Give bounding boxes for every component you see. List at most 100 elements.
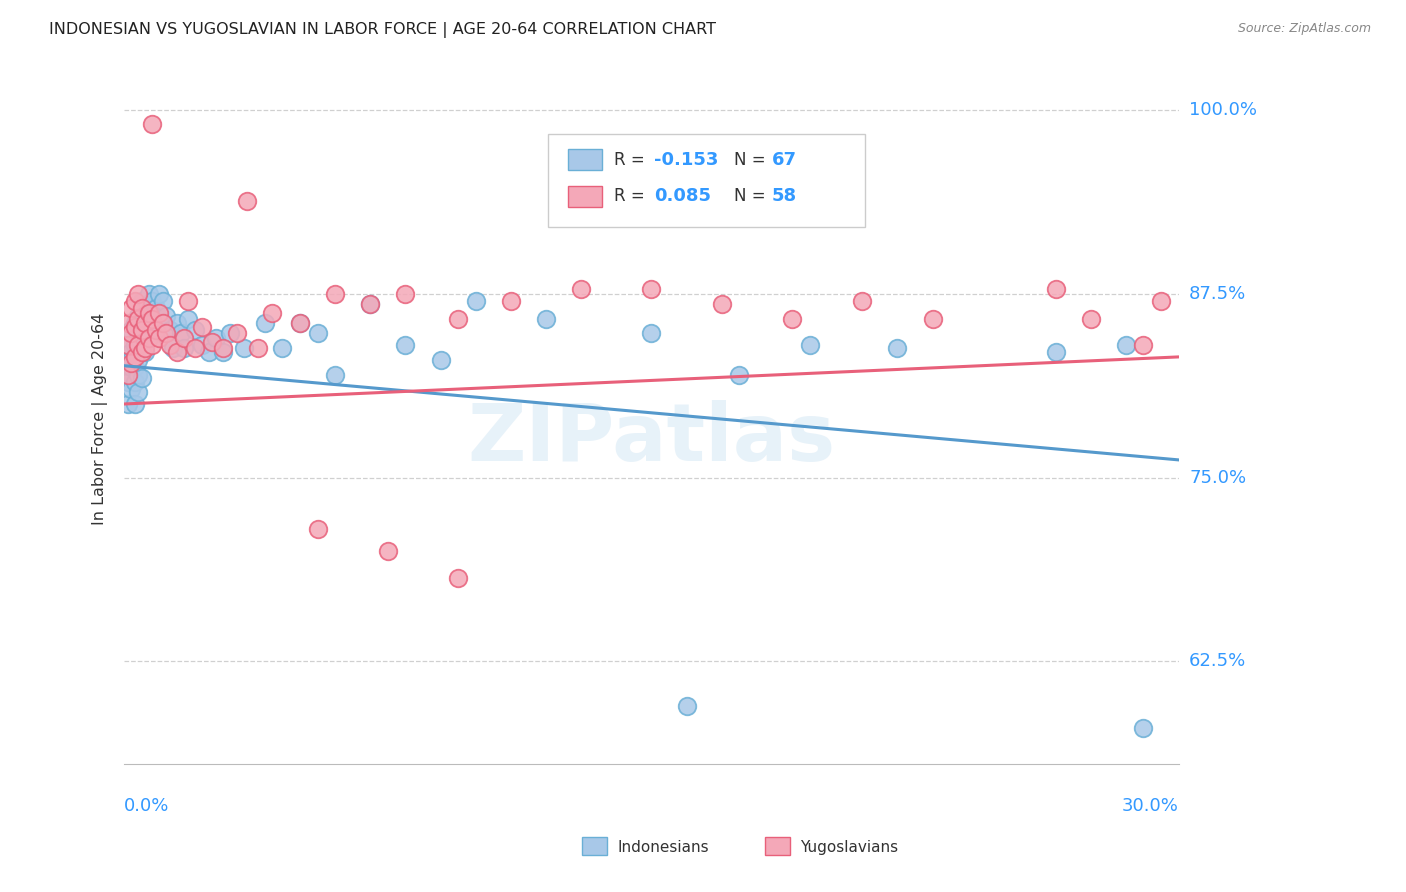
Point <box>307 522 329 536</box>
Text: 62.5%: 62.5% <box>1189 652 1246 671</box>
Text: 87.5%: 87.5% <box>1189 285 1246 302</box>
Point <box>127 338 149 352</box>
Point <box>288 316 311 330</box>
Point <box>145 323 167 337</box>
Point <box>131 323 153 337</box>
Point <box>120 352 142 367</box>
Point <box>377 544 399 558</box>
Point <box>120 345 142 359</box>
Point <box>464 293 486 308</box>
Point <box>131 345 153 359</box>
Point <box>120 356 142 370</box>
Point <box>204 331 226 345</box>
Point <box>120 360 142 375</box>
Point <box>155 326 177 341</box>
Text: N =: N = <box>734 151 770 169</box>
Point <box>124 397 146 411</box>
Text: 0.085: 0.085 <box>654 187 711 205</box>
Point <box>152 316 174 330</box>
Point <box>159 338 181 352</box>
Text: 67: 67 <box>772 151 797 169</box>
Point <box>288 316 311 330</box>
Point <box>152 293 174 308</box>
Text: 58: 58 <box>772 187 797 205</box>
Point <box>124 375 146 389</box>
Point <box>886 341 908 355</box>
Point <box>141 311 163 326</box>
Point <box>148 331 170 345</box>
Point <box>124 293 146 308</box>
Point <box>183 341 205 355</box>
Point <box>162 341 184 355</box>
Point <box>127 368 149 382</box>
Point <box>124 338 146 352</box>
Point <box>117 368 139 382</box>
Point <box>447 571 470 585</box>
Text: R =: R = <box>614 151 651 169</box>
Point <box>173 341 195 355</box>
Point <box>253 316 276 330</box>
Point <box>120 301 142 316</box>
Point <box>176 311 198 326</box>
Point <box>710 297 733 311</box>
Point <box>394 286 416 301</box>
Point <box>447 311 470 326</box>
Point <box>323 286 346 301</box>
Point <box>117 316 139 330</box>
Point <box>117 375 139 389</box>
Point <box>246 341 269 355</box>
Point <box>173 331 195 345</box>
Point <box>117 368 139 382</box>
Point <box>201 335 224 350</box>
Point <box>134 316 156 330</box>
Point <box>131 370 153 384</box>
Point <box>159 323 181 337</box>
Point <box>148 286 170 301</box>
Point <box>134 323 156 337</box>
Point <box>359 297 381 311</box>
Point <box>323 368 346 382</box>
Text: 0.0%: 0.0% <box>124 797 170 814</box>
Text: Indonesians: Indonesians <box>617 840 709 855</box>
Point <box>117 397 139 411</box>
Point <box>120 326 142 341</box>
Text: 100.0%: 100.0% <box>1189 101 1257 119</box>
Point <box>1150 293 1173 308</box>
Point <box>141 293 163 308</box>
Point <box>127 331 149 345</box>
Point <box>499 293 522 308</box>
Point <box>197 345 219 359</box>
Point <box>117 338 139 352</box>
Text: 30.0%: 30.0% <box>1122 797 1178 814</box>
Point <box>138 316 160 330</box>
Point <box>134 345 156 359</box>
Point <box>145 326 167 341</box>
Point <box>921 311 943 326</box>
Point <box>271 341 294 355</box>
Point <box>640 326 662 341</box>
Point <box>127 311 149 326</box>
Point <box>640 282 662 296</box>
Point <box>141 338 163 352</box>
Point <box>145 301 167 316</box>
Point <box>166 345 188 359</box>
Point <box>131 316 153 330</box>
Point <box>394 338 416 352</box>
Point <box>117 338 139 352</box>
Point <box>1045 282 1067 296</box>
Point <box>155 309 177 323</box>
Point <box>675 698 697 713</box>
Point <box>124 360 146 375</box>
Point <box>141 323 163 337</box>
Point <box>127 286 149 301</box>
Point <box>1080 311 1102 326</box>
Point <box>851 293 873 308</box>
Point <box>138 286 160 301</box>
Point <box>124 320 146 334</box>
Point <box>166 316 188 330</box>
Point <box>124 316 146 330</box>
Point <box>131 301 153 316</box>
Point <box>148 306 170 320</box>
Point <box>120 382 142 396</box>
Point <box>134 341 156 355</box>
